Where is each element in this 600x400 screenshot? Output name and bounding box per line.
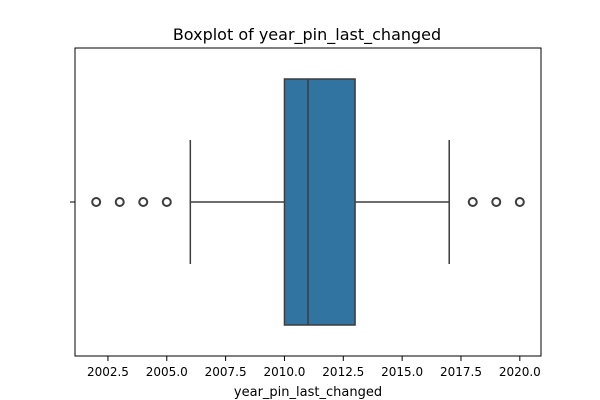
x-tick-label: 2015.0	[381, 365, 423, 379]
x-axis-label: year_pin_last_changed	[234, 385, 382, 400]
plot-area	[91, 78, 525, 326]
x-tick-label: 2010.0	[263, 365, 305, 379]
outlier-point	[91, 197, 102, 207]
x-tick-label: 2005.0	[146, 365, 188, 379]
x-axis-ticks: 2002.5 2005.0 2007.5 2010.0 2012.5 2015.0 2017…	[87, 356, 541, 379]
outlier-point	[467, 197, 478, 207]
outlier-point	[138, 197, 149, 207]
x-tick-label: 2002.5	[87, 365, 129, 379]
x-tick-label: 2012.5	[322, 365, 364, 379]
x-tick-label: 2017.5	[440, 365, 482, 379]
outlier-point	[514, 197, 525, 207]
x-tick-label: 2007.5	[205, 365, 247, 379]
outlier-point	[161, 197, 172, 207]
outlier-point	[491, 197, 502, 207]
x-tick-label: 2020.0	[499, 365, 541, 379]
chart-title: Boxplot of year_pin_last_changed	[173, 25, 441, 45]
outlier-point	[114, 197, 125, 207]
iqr-box	[283, 78, 356, 326]
